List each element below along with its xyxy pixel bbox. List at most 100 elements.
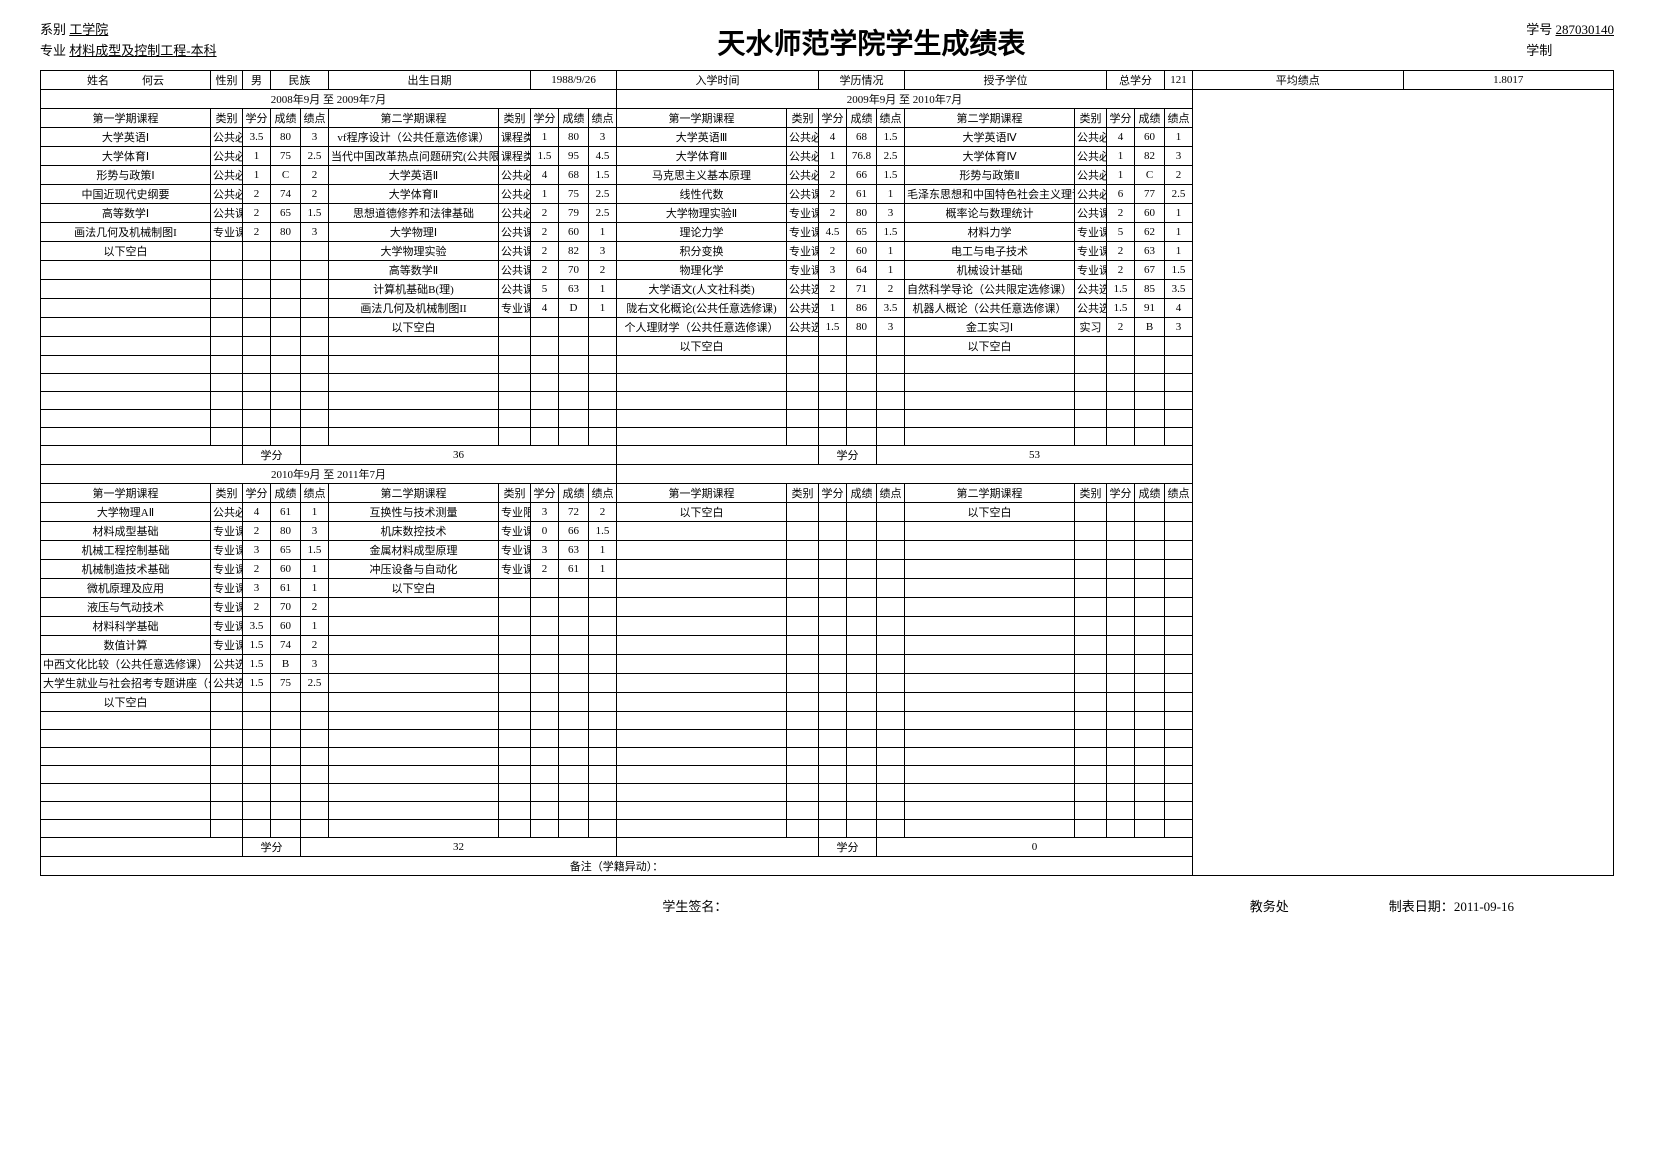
course-point: 4 <box>1165 298 1193 317</box>
course-grade: 80 <box>559 127 589 146</box>
course-name: 理论力学 <box>617 222 787 241</box>
course-type: 公共选修课 <box>1075 298 1107 317</box>
table-row <box>41 801 1614 819</box>
course-name: vf程序设计（公共任意选修课） <box>329 127 499 146</box>
remark-row: 备注（学籍异动）： <box>41 856 1614 875</box>
course-point: 2 <box>301 165 329 184</box>
course-name: 电工与电子技术 <box>905 241 1075 260</box>
course-type <box>211 692 243 711</box>
course-point: 3.5 <box>877 298 905 317</box>
course-point: 3 <box>877 317 905 336</box>
course-credit: 2 <box>243 597 271 616</box>
table-row: 液压与气动技术专业课2702 <box>41 597 1614 616</box>
course-point: 1 <box>877 184 905 203</box>
course-credit: 1.5 <box>531 146 559 165</box>
course-name: 形势与政策Ⅰ <box>41 165 211 184</box>
course-grade: 74 <box>271 635 301 654</box>
course-grade: 80 <box>271 222 301 241</box>
system-label: 学制 <box>1526 43 1552 58</box>
course-name: 液压与气动技术 <box>41 597 211 616</box>
course-grade: 71 <box>847 279 877 298</box>
course-point: 1 <box>589 540 617 559</box>
course-point: 3 <box>877 203 905 222</box>
course-point: 1 <box>301 616 329 635</box>
course-point: 4.5 <box>589 146 617 165</box>
course-credit: 1 <box>243 165 271 184</box>
office-label: 教务处 <box>1250 896 1289 915</box>
course-grade: 82 <box>559 241 589 260</box>
course-credit: 2 <box>1107 317 1135 336</box>
course-type: 专业课 <box>787 260 819 279</box>
course-point: 1 <box>589 279 617 298</box>
credit-total: 32 <box>301 837 617 856</box>
table-row <box>41 783 1614 801</box>
course-grade: 61 <box>847 184 877 203</box>
course-point: 2.5 <box>1165 184 1193 203</box>
course-credit <box>1107 336 1135 355</box>
page-footer: 学生签名： 教务处 制表日期：2011-09-16 <box>40 896 1614 915</box>
course-point: 1.5 <box>877 165 905 184</box>
course-point: 1 <box>589 222 617 241</box>
course-credit: 2 <box>819 184 847 203</box>
course-credit: 3 <box>531 540 559 559</box>
course-grade: 75 <box>559 184 589 203</box>
course-point: 3 <box>301 654 329 673</box>
course-type: 公共课 <box>499 241 531 260</box>
course-grade: 72 <box>559 502 589 521</box>
course-grade: 80 <box>847 203 877 222</box>
major-label: 专业 <box>40 43 66 58</box>
course-grade <box>1135 502 1165 521</box>
course-name: 高等数学Ⅱ <box>329 260 499 279</box>
table-row: 大学体育Ⅰ公共必修课1752.5当代中国改革热点问题研究(公共限定选修课)课程类… <box>41 146 1614 165</box>
course-name: 马克思主义基本原理 <box>617 165 787 184</box>
course-name: 大学体育Ⅱ <box>329 184 499 203</box>
course-grade: 65 <box>271 203 301 222</box>
course-credit <box>243 692 271 711</box>
date-label: 制表日期： <box>1389 899 1454 914</box>
course-name: 大学英语Ⅲ <box>617 127 787 146</box>
course-type: 公共课 <box>787 184 819 203</box>
table-row: 材料科学基础专业课3.5601 <box>41 616 1614 635</box>
course-type: 公共必修课 <box>787 146 819 165</box>
course-credit: 3 <box>243 578 271 597</box>
course-name: 大学物理实验Ⅱ <box>617 203 787 222</box>
course-name: 大学体育Ⅲ <box>617 146 787 165</box>
course-name: 以下空白 <box>905 336 1075 355</box>
course-type: 课程类别 <box>499 127 531 146</box>
credit-total-row: 学分32学分0 <box>41 837 1614 856</box>
course-name: 思想道德修养和法律基础 <box>329 203 499 222</box>
table-row <box>41 711 1614 729</box>
course-type: 专业课 <box>499 521 531 540</box>
course-point: 1.5 <box>877 222 905 241</box>
course-type: 公共必修课 <box>499 203 531 222</box>
course-type: 专业课 <box>211 559 243 578</box>
course-credit: 4.5 <box>819 222 847 241</box>
course-credit: 6 <box>1107 184 1135 203</box>
course-credit: 0 <box>531 521 559 540</box>
year-header-row: 2008年9月 至 2009年7月2009年9月 至 2010年7月 <box>41 89 1614 108</box>
course-point: 1 <box>301 502 329 521</box>
year-header: 2010年9月 至 2011年7月 <box>41 464 617 483</box>
course-name: 当代中国改革热点问题研究(公共限定选修课) <box>329 146 499 165</box>
course-grade: D <box>559 298 589 317</box>
course-point: 2 <box>301 635 329 654</box>
course-credit <box>243 241 271 260</box>
course-grade: 79 <box>559 203 589 222</box>
course-credit: 1.5 <box>243 654 271 673</box>
table-row <box>41 747 1614 765</box>
course-grade: 60 <box>847 241 877 260</box>
course-grade: 80 <box>847 317 877 336</box>
table-row <box>41 819 1614 837</box>
course-credit: 1 <box>531 127 559 146</box>
table-row: 微机原理及应用专业课3611以下空白 <box>41 578 1614 597</box>
course-type: 公共选修课 <box>787 279 819 298</box>
course-type: 专业课 <box>211 616 243 635</box>
course-point <box>1165 336 1193 355</box>
course-name: 以下空白 <box>329 578 499 597</box>
course-name: 大学语文(人文社科类) <box>617 279 787 298</box>
course-grade: 75 <box>271 673 301 692</box>
table-row: 以下空白以下空白 <box>41 336 1614 355</box>
transcript-table: 姓名 何云性别男民族出生日期1988/9/26入学时间学历情况授予学位总学分12… <box>40 70 1614 876</box>
course-point <box>301 241 329 260</box>
course-type <box>499 317 531 336</box>
